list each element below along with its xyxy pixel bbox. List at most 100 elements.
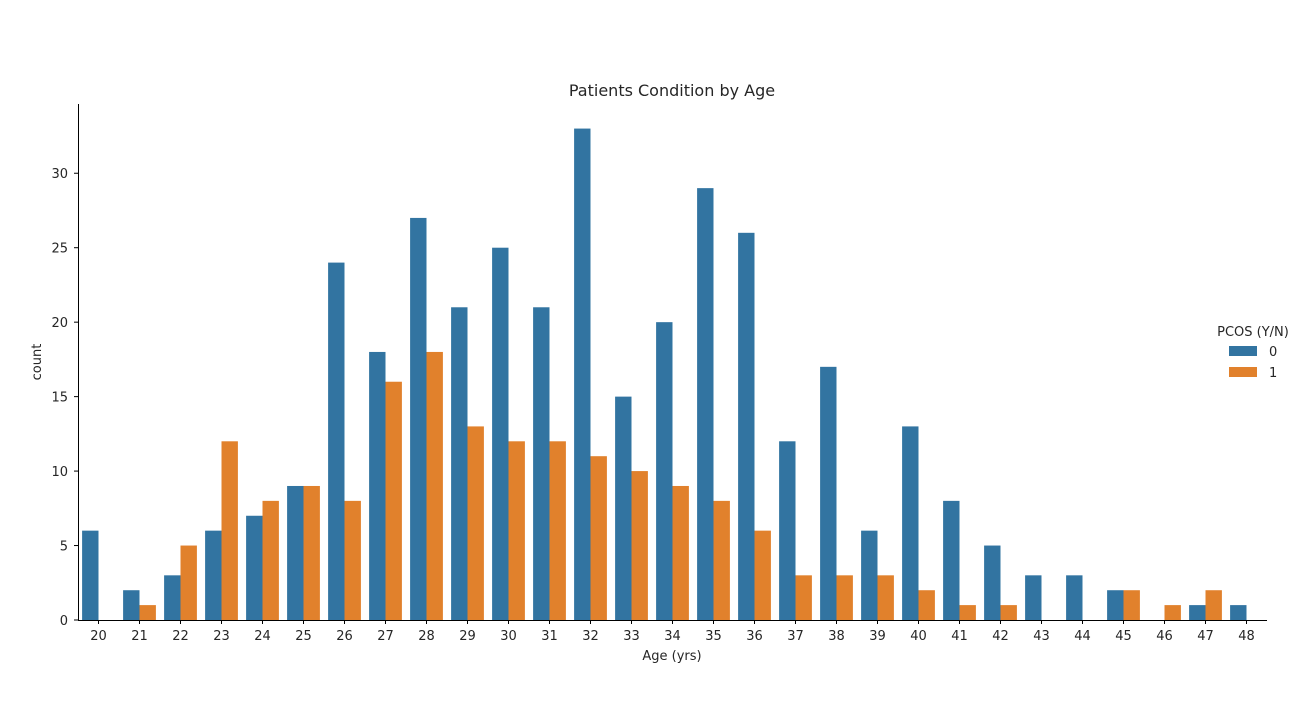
bar-1-28 [426,351,443,620]
bar-0-40 [902,426,919,620]
bar-0-33 [615,396,632,620]
x-tick-label: 45 [1115,629,1132,644]
y-axis-label: count [30,344,45,381]
bar-1-31 [549,441,566,620]
bar-1-47 [1205,590,1222,620]
bar-1-23 [221,441,238,620]
bar-0-27 [369,351,386,620]
x-tick-label: 26 [336,629,353,644]
bar-1-26 [344,500,361,620]
legend-label-0: 0 [1269,345,1277,360]
bar-1-37 [795,575,812,620]
bar-0-25 [287,485,304,620]
bar-1-25 [303,485,320,620]
x-tick-label: 24 [254,629,271,644]
x-tick-label: 37 [787,629,804,644]
bar-1-29 [467,426,484,620]
y-tick-label: 5 [60,540,68,555]
bar-1-32 [590,456,607,620]
x-tick-label: 38 [828,629,845,644]
x-tick-label: 23 [213,629,230,644]
legend-title: PCOS (Y/N) [1217,325,1289,340]
bar-0-37 [779,441,796,620]
bar-0-34 [656,322,673,620]
x-tick-label: 48 [1238,629,1255,644]
bar-1-41 [959,605,976,620]
x-tick-label: 34 [664,629,681,644]
bar-0-48 [1230,605,1247,620]
x-tick-label: 32 [582,629,599,644]
legend-label-1: 1 [1269,366,1277,381]
bar-0-23 [205,530,222,620]
bar-0-30 [492,247,509,620]
x-tick-label: 42 [992,629,1009,644]
y-tick-label: 25 [51,242,68,257]
chart-title: Patients Condition by Age [569,81,775,100]
bar-0-29 [451,307,468,620]
bar-0-22 [164,575,181,620]
bar-1-42 [1000,605,1017,620]
bar-0-44 [1066,575,1083,620]
bar-1-27 [385,381,402,620]
x-tick-label: 36 [746,629,763,644]
bar-1-39 [877,575,894,620]
x-tick-label: 47 [1197,629,1214,644]
bar-1-30 [508,441,525,620]
x-tick-label: 31 [541,629,558,644]
x-axis-label: Age (yrs) [642,649,701,664]
x-tick-label: 27 [377,629,394,644]
y-tick-label: 15 [51,391,68,406]
bar-1-46 [1164,605,1181,620]
x-tick-label: 39 [869,629,886,644]
x-tick-label: 28 [418,629,435,644]
x-ticks: 20 21 22 23 24 25 26 27 28 29 30 31 32 33 34 35 36 37 38 39… [90,620,1255,644]
legend-swatch-1 [1229,367,1257,377]
x-tick-label: 29 [459,629,476,644]
bar-0-21 [123,590,140,620]
bar-0-42 [984,545,1001,620]
bar-1-35 [713,500,730,620]
x-tick-label: 33 [623,629,640,644]
y-tick-label: 10 [51,465,68,480]
x-tick-label: 20 [90,629,107,644]
bar-1-22 [180,545,197,620]
bar-1-24 [262,500,279,620]
bar-0-20 [82,530,99,620]
x-tick-label: 46 [1156,629,1173,644]
x-tick-label: 43 [1033,629,1050,644]
bar-1-34 [672,485,689,620]
x-tick-label: 22 [172,629,189,644]
legend-swatch-0 [1229,346,1257,356]
bar-1-45 [1123,590,1140,620]
x-tick-label: 21 [131,629,148,644]
bar-0-31 [533,307,550,620]
bar-1-21 [139,605,156,620]
bar-0-35 [697,188,714,620]
y-tick-label: 20 [51,316,68,331]
bar-0-41 [943,500,960,620]
bar-1-33 [631,471,648,620]
bar-0-24 [246,515,263,620]
bar-1-38 [836,575,853,620]
x-tick-label: 25 [295,629,312,644]
legend: PCOS (Y/N) 0 1 [1217,325,1289,381]
bar-0-36 [738,232,755,621]
bar-0-28 [410,217,427,621]
x-tick-label: 30 [500,629,517,644]
bar-1-36 [754,530,771,620]
bar-0-47 [1189,605,1206,620]
x-tick-label: 44 [1074,629,1091,644]
bar-0-26 [328,262,345,620]
bar-1-40 [918,590,935,620]
x-tick-label: 40 [910,629,927,644]
y-tick-label: 0 [60,614,68,629]
bar-0-39 [861,530,878,620]
x-tick-label: 35 [705,629,722,644]
y-tick-label: 30 [51,167,68,182]
bar-0-43 [1025,575,1042,620]
x-tick-label: 41 [951,629,968,644]
bar-0-38 [820,366,837,620]
bar-0-45 [1107,590,1124,620]
bars-layer [82,128,1247,621]
